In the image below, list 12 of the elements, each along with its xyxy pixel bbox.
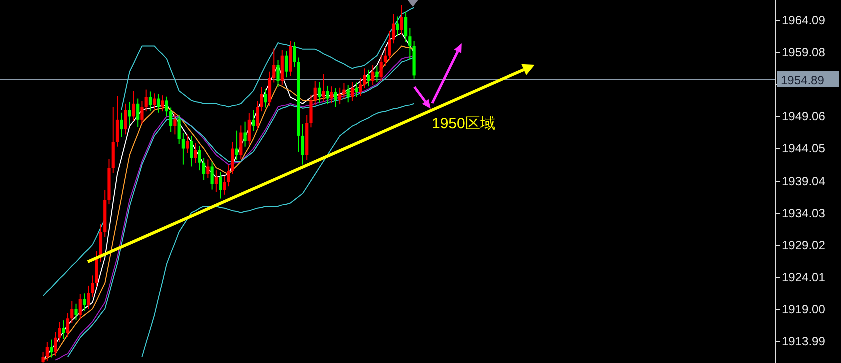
y-tick-label: 1924.01 <box>782 270 826 284</box>
y-tick-label: 1964.09 <box>782 14 826 28</box>
annotation: 1950区域 <box>432 116 496 132</box>
y-tick-label: 1929.02 <box>782 238 826 252</box>
y-tick-label: 1944.05 <box>782 142 826 156</box>
y-tick-label: 1959.08 <box>782 46 826 60</box>
y-tick-label: 1949.06 <box>782 110 826 124</box>
y-tick-label: 1913.99 <box>782 334 826 348</box>
ref-line-label: 1954.89 <box>781 74 825 88</box>
y-tick-label: 1919.00 <box>782 302 826 316</box>
y-tick-label: 1934.03 <box>782 206 826 220</box>
y-tick-label: 1939.04 <box>782 174 826 188</box>
